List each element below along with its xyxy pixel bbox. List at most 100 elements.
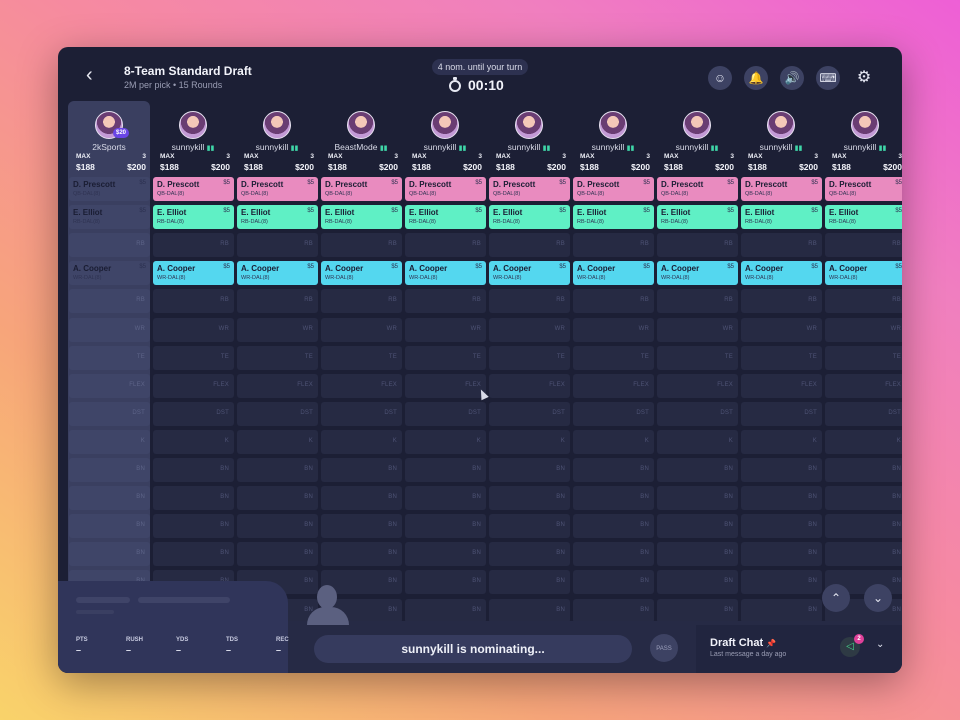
roster-slot[interactable]: TE (69, 345, 150, 370)
roster-slot[interactable]: K (321, 429, 402, 454)
roster-slot[interactable]: RB (825, 233, 902, 258)
roster-slot[interactable]: FLEX (741, 373, 822, 398)
team-header[interactable]: sunnykill ▮▮ MAX 3 $188 $200 (572, 107, 654, 173)
speaker-icon[interactable]: 🔊 (780, 66, 804, 90)
roster-slot[interactable]: BN (657, 514, 738, 539)
roster-slot[interactable]: BN (657, 598, 738, 623)
roster-slot[interactable]: WR (153, 317, 234, 342)
player-pick-card[interactable]: D. Prescott QB-DAL(8) $5 (573, 177, 654, 201)
roster-slot[interactable]: WR (825, 317, 902, 342)
roster-slot[interactable]: RB (741, 289, 822, 314)
roster-slot[interactable]: DST (321, 401, 402, 426)
roster-slot[interactable]: BN (573, 486, 654, 511)
roster-slot[interactable]: TE (825, 345, 902, 370)
roster-slot[interactable]: BN (321, 514, 402, 539)
roster-slot[interactable]: BN (825, 458, 902, 482)
roster-slot[interactable]: BN (573, 514, 654, 539)
draft-chat-panel[interactable]: Draft Chat 📌 Last message a day ago ◁ 2 … (696, 625, 902, 673)
roster-slot[interactable]: FLEX (657, 373, 738, 398)
roster-slot[interactable]: BN (69, 514, 150, 539)
team-header[interactable]: sunnykill ▮▮ MAX 3 $188 $200 (152, 107, 234, 173)
roster-slot[interactable]: BN (657, 486, 738, 511)
roster-slot[interactable]: WR (657, 317, 738, 342)
player-pick-card[interactable]: E. Elliot RB-DAL(8) $5 (489, 205, 570, 230)
roster-slot[interactable]: BN (489, 486, 570, 511)
team-header[interactable]: BeastMode ▮▮ MAX 3 $188 $200 (320, 107, 402, 173)
roster-slot[interactable]: BN (741, 598, 822, 623)
roster-slot[interactable]: RB (237, 233, 318, 258)
roster-slot[interactable]: RB (153, 289, 234, 314)
roster-slot[interactable]: RB (405, 289, 486, 314)
player-pick-card[interactable]: D. Prescott QB-DAL(8) $5 (69, 177, 150, 201)
player-pick-card[interactable]: E. Elliot RB-DAL(8) $5 (153, 205, 234, 230)
scroll-up-button[interactable]: ⌃ (822, 584, 850, 612)
roster-slot[interactable]: WR (489, 317, 570, 342)
roster-slot[interactable]: BN (741, 570, 822, 595)
roster-slot[interactable]: TE (657, 345, 738, 370)
roster-slot[interactable]: BN (405, 598, 486, 623)
roster-slot[interactable]: BN (657, 458, 738, 482)
roster-slot[interactable]: RB (321, 289, 402, 314)
roster-slot[interactable]: BN (321, 458, 402, 482)
chevron-down-icon[interactable]: ⌄ (876, 639, 885, 650)
player-pick-card[interactable]: E. Elliot RB-DAL(8) $5 (825, 205, 902, 230)
player-pick-card[interactable]: A. Cooper WR-DAL(8) $5 (237, 261, 318, 286)
player-pick-card[interactable]: D. Prescott QB-DAL(8) $5 (405, 177, 486, 201)
roster-slot[interactable]: BN (741, 542, 822, 567)
player-pick-card[interactable]: E. Elliot RB-DAL(8) $5 (405, 205, 486, 230)
emoji-icon[interactable]: ☺ (708, 66, 732, 90)
roster-slot[interactable]: RB (69, 289, 150, 314)
roster-slot[interactable]: DST (573, 401, 654, 426)
roster-slot[interactable]: K (825, 429, 902, 454)
roster-slot[interactable]: BN (741, 514, 822, 539)
roster-slot[interactable]: BN (573, 570, 654, 595)
player-pick-card[interactable]: E. Elliot RB-DAL(8) $5 (741, 205, 822, 230)
roster-slot[interactable]: DST (153, 401, 234, 426)
roster-slot[interactable]: BN (657, 570, 738, 595)
roster-slot[interactable]: FLEX (489, 373, 570, 398)
roster-slot[interactable]: BN (153, 458, 234, 482)
roster-slot[interactable]: WR (573, 317, 654, 342)
player-pick-card[interactable]: D. Prescott QB-DAL(8) $5 (489, 177, 570, 201)
roster-slot[interactable]: DST (405, 401, 486, 426)
roster-slot[interactable]: RB (153, 233, 234, 258)
player-pick-card[interactable]: A. Cooper WR-DAL(8) $5 (153, 261, 234, 286)
pass-button[interactable]: PASS (650, 634, 678, 662)
roster-slot[interactable]: BN (405, 570, 486, 595)
player-pick-card[interactable]: E. Elliot RB-DAL(8) $5 (321, 205, 402, 230)
player-pick-card[interactable]: D. Prescott QB-DAL(8) $5 (237, 177, 318, 201)
roster-slot[interactable]: BN (405, 514, 486, 539)
roster-slot[interactable]: TE (405, 345, 486, 370)
roster-slot[interactable]: BN (153, 514, 234, 539)
roster-slot[interactable]: BN (741, 458, 822, 482)
team-header[interactable]: sunnykill ▮▮ MAX 3 $188 $200 (740, 107, 822, 173)
roster-slot[interactable]: RB (825, 289, 902, 314)
team-header[interactable]: sunnykill ▮▮ MAX 3 $188 $200 (824, 107, 902, 173)
roster-slot[interactable]: K (153, 429, 234, 454)
roster-slot[interactable]: FLEX (69, 373, 150, 398)
roster-slot[interactable]: K (741, 429, 822, 454)
roster-slot[interactable]: BN (573, 598, 654, 623)
roster-slot[interactable]: BN (405, 486, 486, 511)
gear-icon[interactable]: ⚙ (856, 69, 872, 86)
roster-slot[interactable]: RB (321, 233, 402, 258)
roster-slot[interactable]: K (405, 429, 486, 454)
roster-slot[interactable]: BN (489, 458, 570, 482)
team-header[interactable]: sunnykill ▮▮ MAX 3 $188 $200 (488, 107, 570, 173)
roster-slot[interactable]: RB (741, 233, 822, 258)
roster-slot[interactable]: TE (153, 345, 234, 370)
roster-slot[interactable]: K (573, 429, 654, 454)
roster-slot[interactable]: BN (237, 542, 318, 567)
roster-slot[interactable]: BN (573, 542, 654, 567)
roster-slot[interactable]: RB (405, 233, 486, 258)
roster-slot[interactable]: BN (657, 542, 738, 567)
roster-slot[interactable]: TE (237, 345, 318, 370)
team-header[interactable]: $20 2kSports MAX 3 $188 $200 (68, 107, 150, 173)
player-pick-card[interactable]: E. Elliot RB-DAL(8) $5 (657, 205, 738, 230)
roster-slot[interactable]: DST (825, 401, 902, 426)
back-button[interactable]: ‹ (86, 64, 93, 86)
roster-slot[interactable]: FLEX (237, 373, 318, 398)
roster-slot[interactable]: WR (237, 317, 318, 342)
roster-slot[interactable]: FLEX (573, 373, 654, 398)
roster-slot[interactable]: BN (321, 486, 402, 511)
